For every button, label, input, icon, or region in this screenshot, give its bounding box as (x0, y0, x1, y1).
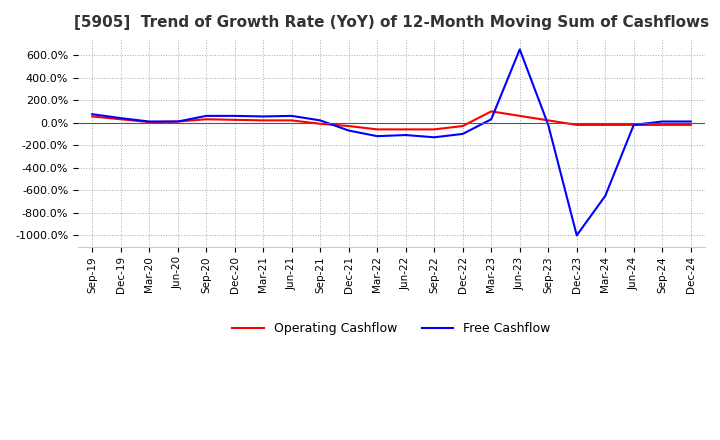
Operating Cashflow (259, 118, 268, 123)
Operating Cashflow (344, 123, 353, 128)
Free Cashflow (344, 128, 353, 133)
Line: Operating Cashflow: Operating Cashflow (92, 111, 690, 129)
Free Cashflow (117, 115, 125, 121)
Title: [5905]  Trend of Growth Rate (YoY) of 12-Month Moving Sum of Cashflows: [5905] Trend of Growth Rate (YoY) of 12-… (74, 15, 709, 30)
Line: Free Cashflow: Free Cashflow (92, 49, 690, 235)
Operating Cashflow (202, 117, 210, 122)
Free Cashflow (544, 122, 552, 128)
Free Cashflow (230, 113, 239, 118)
Operating Cashflow (402, 127, 410, 132)
Operating Cashflow (174, 119, 182, 124)
Free Cashflow (629, 122, 638, 128)
Operating Cashflow (516, 113, 524, 118)
Free Cashflow (373, 133, 382, 139)
Free Cashflow (686, 119, 695, 124)
Operating Cashflow (686, 122, 695, 128)
Operating Cashflow (658, 122, 667, 128)
Free Cashflow (430, 135, 438, 140)
Operating Cashflow (287, 118, 296, 123)
Free Cashflow (259, 114, 268, 119)
Operating Cashflow (459, 123, 467, 128)
Legend: Operating Cashflow, Free Cashflow: Operating Cashflow, Free Cashflow (228, 318, 556, 341)
Operating Cashflow (487, 109, 495, 114)
Free Cashflow (459, 131, 467, 136)
Free Cashflow (658, 119, 667, 124)
Operating Cashflow (145, 119, 153, 125)
Operating Cashflow (544, 118, 552, 123)
Operating Cashflow (430, 127, 438, 132)
Free Cashflow (572, 233, 581, 238)
Free Cashflow (316, 118, 325, 123)
Free Cashflow (145, 119, 153, 124)
Free Cashflow (287, 113, 296, 118)
Operating Cashflow (117, 117, 125, 122)
Free Cashflow (516, 47, 524, 52)
Operating Cashflow (373, 127, 382, 132)
Free Cashflow (402, 132, 410, 138)
Operating Cashflow (629, 122, 638, 128)
Operating Cashflow (230, 117, 239, 122)
Operating Cashflow (316, 121, 325, 126)
Free Cashflow (88, 112, 96, 117)
Free Cashflow (202, 113, 210, 118)
Operating Cashflow (88, 114, 96, 119)
Operating Cashflow (572, 122, 581, 128)
Free Cashflow (601, 193, 610, 198)
Free Cashflow (174, 119, 182, 124)
Free Cashflow (487, 117, 495, 122)
Operating Cashflow (601, 122, 610, 128)
